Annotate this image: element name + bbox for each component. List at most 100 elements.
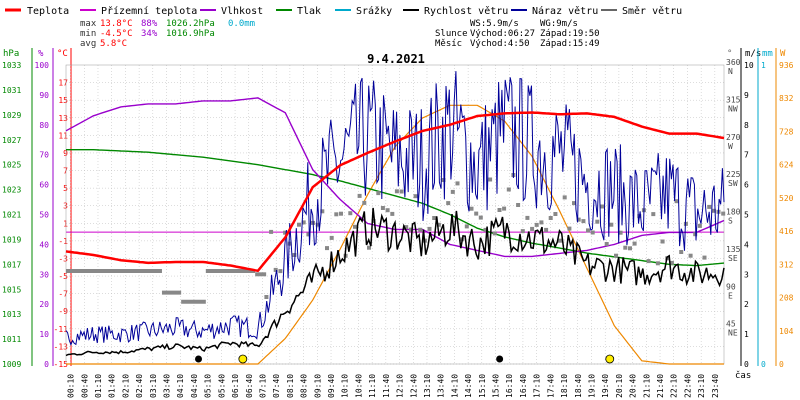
wind-direction-dot xyxy=(548,216,553,220)
pct-tick-label: 50 xyxy=(39,211,49,220)
plot-area xyxy=(65,71,726,365)
wind-direction-dot xyxy=(697,223,702,228)
wind-direction-dot xyxy=(572,201,576,206)
moon-set: Západ:15:49 xyxy=(540,39,600,49)
degc-tick-label: 15 xyxy=(58,96,68,105)
time-tick-label: 06:10 xyxy=(231,374,240,398)
wind-direction-dot xyxy=(441,178,446,182)
hpa-tick-label: 1025 xyxy=(2,161,21,170)
wind-direction-dot xyxy=(450,189,455,194)
wind-direction-dot xyxy=(301,220,306,225)
dir-tick-compass: S xyxy=(728,217,733,226)
time-tick-label: 17:40 xyxy=(546,374,555,398)
wind-direction-dot xyxy=(348,211,353,216)
hpa-tick-label: 1013 xyxy=(2,310,21,319)
wind-direction-dot xyxy=(683,221,688,226)
w-tick-label: 624 xyxy=(779,161,794,170)
series-wind-speed xyxy=(65,207,725,357)
stats-max-label: max xyxy=(80,19,97,29)
w-tick-label: 416 xyxy=(779,227,794,236)
time-tick-label: 01:10 xyxy=(94,374,103,398)
time-tick-label: 06:40 xyxy=(245,374,254,398)
legend-label: Tlak xyxy=(297,6,321,17)
time-tick-label: 22:40 xyxy=(683,374,692,398)
time-tick-label: 09:10 xyxy=(313,374,322,398)
wind-direction-dot xyxy=(455,181,460,186)
wind-direction-dot xyxy=(590,230,595,235)
stats-block: max 13.8°C 88% 1026.2hPa 0.0mm min -4.5°… xyxy=(80,19,255,49)
w-tick-label: 0 xyxy=(779,360,784,369)
wind-direction-dot xyxy=(558,238,562,243)
pct-tick-label: 30 xyxy=(39,270,49,279)
pct-tick-label: 70 xyxy=(39,151,49,160)
wind-direction-dot xyxy=(283,230,288,235)
wind-direction-dot xyxy=(474,211,479,216)
dir-tick-compass: SW xyxy=(728,179,738,188)
time-tick-label: 11:40 xyxy=(382,374,391,398)
ms-tick-label: 8 xyxy=(744,121,749,130)
wind-direction-dot xyxy=(506,187,511,192)
dir-tick-compass: E xyxy=(728,291,733,300)
dir-tick-degree: 315 xyxy=(726,95,741,104)
wind-direction-dot xyxy=(292,253,297,257)
pct-tick-label: 40 xyxy=(39,240,49,249)
hpa-tick-label: 1027 xyxy=(2,136,21,145)
wind-direction-dot xyxy=(320,209,325,214)
wind-direction-dot xyxy=(609,222,614,227)
hpa-tick-label: 1029 xyxy=(2,111,21,120)
wind-direction-dot xyxy=(269,229,274,234)
w-unit-label: W xyxy=(780,49,786,59)
w-tick-label: 312 xyxy=(779,260,794,269)
wind-direction-dot xyxy=(586,228,590,233)
hpa-tick-label: 1021 xyxy=(2,211,21,220)
mm-unit-label: mm xyxy=(762,49,773,59)
legend-item-wind-gust: Náraz větru xyxy=(511,5,598,17)
wind-direction-dot xyxy=(492,231,497,236)
wind-direction-dot xyxy=(655,261,660,266)
sun-marker xyxy=(605,354,615,364)
time-tick-label: 03:10 xyxy=(149,374,158,398)
time-tick-label: 00:10 xyxy=(67,374,76,398)
stats-min-label: min xyxy=(80,29,96,39)
degc-tick-label: 11 xyxy=(58,131,68,140)
hpa-tick-label: 1033 xyxy=(2,61,21,70)
time-tick-label: 21:40 xyxy=(656,374,665,398)
ms-tick-label: 10 xyxy=(744,61,754,70)
legend-item-wind-direction: Směr větru xyxy=(601,5,682,17)
axis-unit-labels: hPa % °C ° m/s mm W xyxy=(3,49,786,59)
wind-direction-dot xyxy=(273,267,278,272)
time-tick-label: 01:40 xyxy=(108,374,117,398)
time-tick-label: 14:40 xyxy=(464,374,473,398)
degc-unit-label: °C xyxy=(57,49,68,59)
ms-tick-label: 4 xyxy=(744,240,749,249)
time-tick-label: 05:10 xyxy=(204,374,213,398)
time-tick-label: 08:10 xyxy=(286,374,295,398)
wind-direction-dot xyxy=(287,241,292,246)
sun-moon-info: WS:5.9m/s WG:9m/s Slunce Východ:06:27 Zá… xyxy=(435,19,600,49)
time-tick-label: 10:10 xyxy=(341,374,350,398)
degc-tick-label: -7 xyxy=(58,290,68,299)
time-tick-label: 10:40 xyxy=(354,374,363,398)
dir-tick-degree: 180 xyxy=(726,208,741,217)
time-tick-label: 12:10 xyxy=(396,374,405,398)
hpa-tick-label: 1015 xyxy=(2,285,21,294)
moon-label: Měsíc xyxy=(435,39,462,49)
wind-direction-dot xyxy=(539,220,544,225)
ms-tick-label: 9 xyxy=(744,91,749,100)
wind-direction-dot xyxy=(278,269,283,274)
time-tick-label: 11:10 xyxy=(368,374,377,398)
pct-tick-label: 0 xyxy=(44,360,49,369)
hpa-tick-label: 1023 xyxy=(2,186,21,195)
legend-label: Teplota xyxy=(27,6,69,17)
wind-direction-dot xyxy=(380,206,385,210)
degc-tick-label: -9 xyxy=(58,307,68,316)
pct-tick-label: 10 xyxy=(39,330,49,339)
wind-direction-dot xyxy=(427,226,432,231)
pct-tick-label: 20 xyxy=(39,300,49,309)
legend-label: Rychlost větru xyxy=(424,5,508,17)
wind-direction-dot xyxy=(385,208,390,213)
dir-tick-degree: 225 xyxy=(726,170,741,179)
legend-item-rain: Srážky xyxy=(335,5,392,17)
wind-direction-dot xyxy=(478,215,483,220)
